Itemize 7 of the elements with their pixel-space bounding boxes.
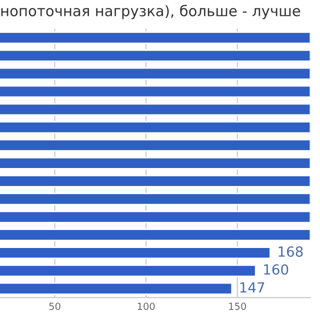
x-tick-label: 50	[49, 302, 60, 310]
data-label: 147	[240, 282, 264, 292]
chart-title: нопоточная нагрузка), больше - лучше	[1, 4, 300, 20]
x-tick-label: 150	[229, 302, 246, 310]
data-label: 168	[278, 246, 303, 257]
data-label: 160	[264, 264, 288, 275]
x-tick-label: 100	[138, 302, 155, 310]
